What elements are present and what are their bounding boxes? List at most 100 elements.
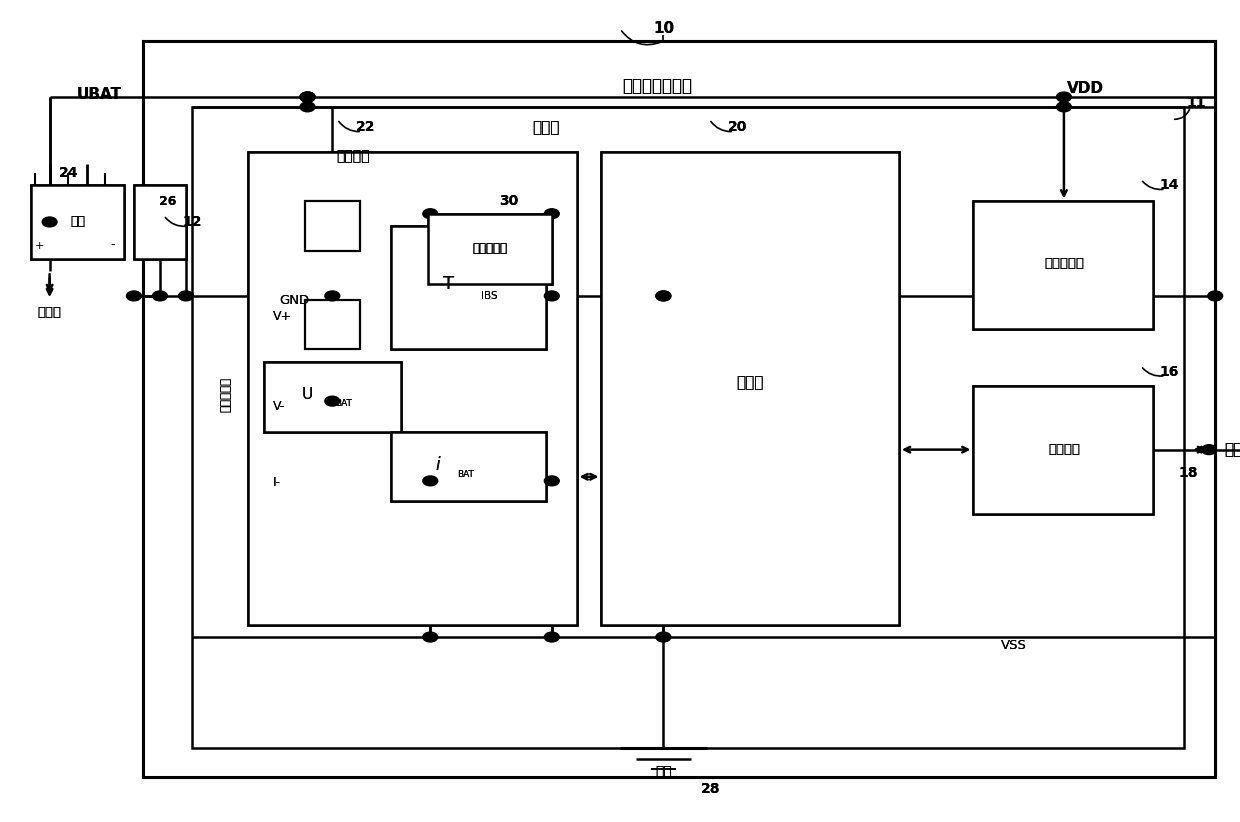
Text: 电池: 电池 [71,215,86,229]
Bar [305,300,360,349]
Text: VSS: VSS [1001,639,1027,652]
Circle shape [1202,445,1216,455]
Circle shape [656,632,671,642]
Bar [31,185,124,259]
Bar [248,152,577,625]
Text: 分流电阔器: 分流电阔器 [472,242,507,255]
Text: UBAT: UBAT [77,87,122,102]
Text: V-: V- [273,400,285,413]
Text: I-: I- [273,476,281,489]
Bar [973,386,1153,514]
Text: 控制器: 控制器 [532,120,559,135]
Bar [973,201,1153,329]
Text: 车身: 车身 [655,765,672,780]
Text: 电压的测量: 电压的测量 [219,377,232,412]
Bar [601,152,899,625]
Text: 控制器: 控制器 [532,120,559,135]
Text: 30: 30 [498,194,518,209]
Text: VSS: VSS [1001,639,1027,652]
Bar [192,107,1184,748]
Text: BAT: BAT [458,470,475,478]
Text: 测量单元: 测量单元 [336,149,371,164]
Text: -: - [110,238,115,251]
Text: 24: 24 [58,165,78,180]
Text: GND: GND [279,294,309,307]
Text: 电压调节器: 电压调节器 [1044,256,1084,270]
Circle shape [1208,291,1223,301]
Circle shape [153,291,167,301]
Text: 12: 12 [182,215,202,229]
Text: BAT: BAT [458,470,475,478]
Text: V+: V+ [273,310,291,323]
Circle shape [656,291,671,301]
Text: 28: 28 [701,782,720,797]
Circle shape [544,632,559,642]
Bar [134,185,186,259]
Text: 26: 26 [159,195,176,208]
Bar [391,432,546,501]
Text: 26: 26 [159,195,176,208]
Text: 测量单元: 测量单元 [336,149,371,164]
Text: IBS: IBS [481,291,497,301]
Circle shape [300,92,315,102]
Circle shape [300,102,315,112]
Text: 电压调节器: 电压调节器 [1044,256,1084,270]
Text: i: i [435,456,440,474]
Bar [305,201,360,251]
Bar [143,41,1215,777]
Bar [391,226,546,349]
Bar [192,107,1184,748]
Text: 18: 18 [1178,465,1198,480]
Text: 22: 22 [356,120,376,135]
Text: 分流电阔器: 分流电阔器 [472,242,507,255]
Text: 12: 12 [182,215,202,229]
Text: i: i [435,456,440,474]
Text: 至背带: 至背带 [37,306,62,319]
Bar [264,362,401,432]
Circle shape [423,476,438,486]
Text: 处理器: 处理器 [737,375,764,390]
Bar [143,41,1215,777]
Text: GND: GND [279,294,309,307]
Circle shape [423,209,438,219]
Text: 14: 14 [1159,178,1179,192]
Text: BAT: BAT [335,399,352,408]
Circle shape [544,476,559,486]
Text: U: U [301,387,314,402]
Text: 20: 20 [728,120,748,135]
Bar [391,226,546,349]
Text: IBS: IBS [481,291,497,301]
Bar [601,152,899,625]
Text: 14: 14 [1159,178,1179,192]
Text: T: T [444,275,454,293]
Text: 智能电池传感器: 智能电池传感器 [622,77,692,95]
Circle shape [1056,102,1071,112]
Circle shape [300,92,315,102]
Bar [134,185,186,259]
Text: BAT: BAT [335,399,352,408]
Bar [248,152,577,625]
Text: 总线接口: 总线接口 [1048,443,1080,456]
Circle shape [325,291,340,301]
Text: VDD: VDD [1066,81,1104,96]
Text: 16: 16 [1159,364,1179,379]
Text: 18: 18 [1178,465,1198,480]
Bar [973,386,1153,514]
Bar [973,201,1153,329]
Bar [264,362,401,432]
Text: 11: 11 [1187,95,1207,110]
Circle shape [126,291,141,301]
Text: 10: 10 [652,21,675,36]
Bar [31,185,124,259]
Text: 智能电池传感器: 智能电池传感器 [622,77,692,95]
Text: V-: V- [273,400,285,413]
Circle shape [544,291,559,301]
Text: UBAT: UBAT [77,87,122,102]
Bar [391,432,546,501]
Text: 总线: 总线 [1224,442,1240,457]
Text: 分流电阔器: 分流电阔器 [472,242,507,255]
Circle shape [423,632,438,642]
Text: 22: 22 [356,120,376,135]
Text: T: T [444,275,454,293]
Circle shape [42,217,57,227]
